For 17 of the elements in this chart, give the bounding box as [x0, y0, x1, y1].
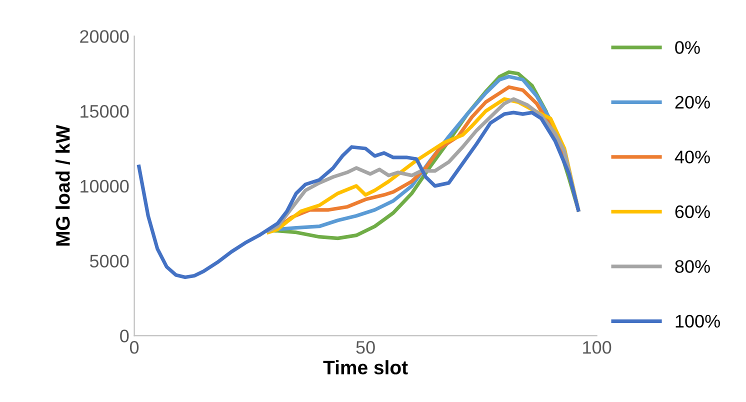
y-tick-label: 20000: [80, 30, 129, 43]
y-axis-title: MG load / kW: [56, 124, 70, 246]
x-tick-label: 50: [356, 341, 375, 354]
legend-label: 40%: [674, 150, 710, 164]
y-tick-label: 15000: [80, 104, 129, 118]
x-tick-label: 0: [130, 341, 139, 354]
legend-label: 60%: [675, 205, 710, 218]
y-tick-label: 0: [120, 330, 129, 342]
legend-label: 20%: [675, 96, 710, 109]
legend-label: 0%: [675, 41, 700, 54]
y-tick-label: 10000: [80, 180, 129, 193]
x-axis-title: Time slot: [323, 360, 408, 374]
legend-label: 100%: [676, 314, 720, 328]
legend-label: 80%: [675, 260, 710, 273]
y-tick-label: 5000: [90, 254, 129, 268]
x-tick-label: 100: [583, 341, 612, 354]
line-series: [137, 110, 580, 280]
